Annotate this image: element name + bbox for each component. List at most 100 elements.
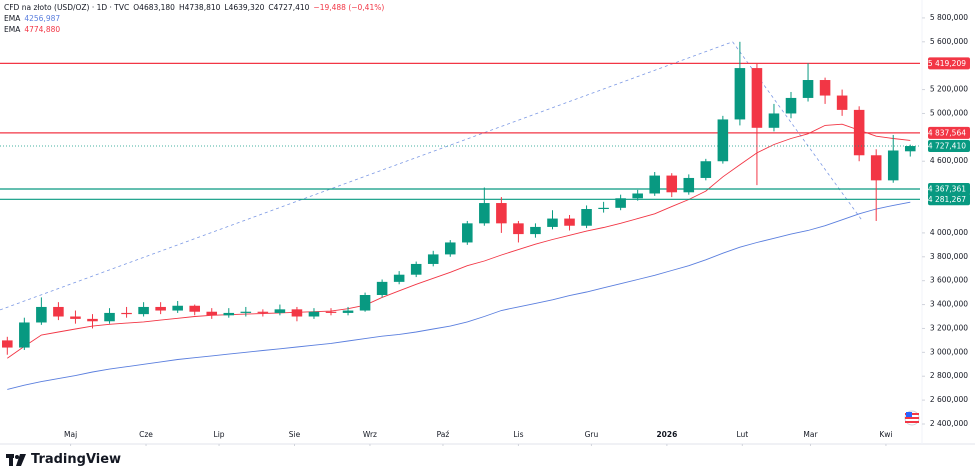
y-tick-label: 3 000,000 — [930, 347, 968, 356]
candle-body — [547, 218, 558, 227]
candle-body — [274, 309, 286, 313]
candle-body — [393, 274, 405, 282]
x-tick-label: 2026 — [656, 430, 677, 439]
x-tick-label: Wrz — [363, 430, 377, 439]
candle-body — [462, 223, 473, 243]
candle-body — [751, 68, 763, 128]
candle-body — [649, 175, 660, 194]
price-label: 4 727,410 — [928, 142, 966, 151]
ema-legend: EMA 4774,880 — [4, 25, 60, 34]
candle-body — [138, 306, 149, 315]
candle-body — [700, 161, 712, 178]
candle-body — [887, 150, 899, 181]
x-tick-label: Lut — [736, 430, 748, 439]
candle-body — [598, 207, 609, 210]
ema-value: 4256,987 — [24, 14, 61, 23]
logo-icon — [6, 453, 26, 466]
y-tick-label: 5 000,000 — [930, 108, 968, 117]
candle-body — [53, 306, 64, 317]
candle-body — [581, 209, 592, 226]
x-tick-label: Gru — [585, 430, 599, 439]
candle-body — [189, 305, 200, 312]
level-label-box — [928, 193, 970, 206]
candle-body — [155, 306, 166, 311]
candle-body — [121, 312, 132, 315]
y-tick-label: 3 400,000 — [930, 300, 968, 309]
y-tick-label: 2 800,000 — [930, 371, 968, 380]
x-tick-label: Mar — [803, 430, 818, 439]
candle-body — [325, 311, 337, 313]
ohlc: L4639,320 — [224, 3, 265, 12]
level-label-box — [928, 126, 970, 139]
change: −19,488 (−0,41%) — [313, 3, 385, 12]
candle-body — [257, 311, 269, 313]
currency-flag — [904, 410, 920, 426]
ema-legend: EMA 4256,987 — [4, 14, 60, 23]
trend-line — [0, 41, 733, 311]
candle-body — [615, 198, 626, 208]
y-tick-label: 4 000,000 — [930, 228, 968, 237]
candle-body — [2, 340, 13, 348]
candle-body — [70, 316, 81, 319]
candle-body — [802, 80, 814, 98]
symbol: CFD na złoto (USD/OZ) · 1D · TVC — [4, 3, 130, 12]
x-tick-label: Maj — [64, 430, 77, 439]
candle-body — [785, 97, 797, 114]
candle-body — [342, 310, 354, 313]
candle-body — [206, 311, 218, 316]
y-tick-label: 2 400,000 — [930, 419, 968, 428]
candle-body — [632, 193, 643, 199]
ema-name: EMA — [4, 25, 21, 34]
candle-body — [530, 226, 541, 235]
candle-body — [717, 119, 729, 162]
price-label-box — [928, 140, 970, 153]
ohlc: C4727,410 — [268, 3, 310, 12]
level-label-box — [928, 183, 970, 196]
candle-body — [444, 242, 456, 255]
ema-value: 4774,880 — [24, 25, 61, 34]
candle-body — [870, 155, 882, 181]
level-label: 4 367,361 — [928, 185, 966, 194]
candle-body — [666, 175, 678, 193]
y-tick-label: 5 600,000 — [930, 37, 968, 46]
y-tick-label: 2 600,000 — [930, 395, 968, 404]
candle-body — [223, 312, 235, 316]
candle-body — [836, 95, 848, 110]
logo: TradingView — [6, 452, 121, 467]
y-tick-label: 4 600,000 — [930, 156, 968, 165]
candle-body — [19, 322, 30, 348]
y-tick-label: 5 200,000 — [930, 85, 968, 94]
candle-body — [819, 80, 831, 96]
candle-body — [564, 218, 575, 226]
candle-body — [768, 113, 780, 128]
level-label: 4 837,564 — [928, 128, 966, 137]
y-tick-label: 3 800,000 — [930, 252, 968, 261]
candle-body — [427, 254, 439, 264]
candle-body — [904, 146, 916, 152]
candle-body — [87, 318, 98, 322]
ema-line — [7, 123, 911, 359]
candle-body — [104, 312, 115, 322]
x-tick-label: Paź — [437, 430, 450, 439]
header: CFD na złoto (USD/OZ) · 1D · TVC O4683,1… — [4, 3, 384, 12]
ohlc: H4738,810 — [178, 3, 221, 12]
y-tick-label: 3 600,000 — [930, 276, 968, 285]
x-tick-label: Lis — [513, 430, 523, 439]
candle-body — [308, 311, 320, 317]
candle-body — [36, 306, 47, 323]
candle-body — [496, 203, 507, 224]
candle-body — [240, 311, 252, 313]
y-tick-label: 3 200,000 — [930, 323, 968, 332]
level-label-box — [928, 57, 970, 70]
ema-name: EMA — [4, 14, 21, 23]
candle-body — [359, 295, 371, 311]
ema-line — [7, 201, 911, 390]
x-tick-label: Cze — [139, 430, 153, 439]
candle-body — [376, 281, 388, 296]
x-tick-label: Sie — [289, 430, 301, 439]
level-label: 5 419,209 — [928, 59, 966, 68]
candle-body — [683, 177, 695, 193]
x-tick-label: Lip — [214, 430, 225, 439]
level-label: 4 281,267 — [928, 195, 966, 204]
